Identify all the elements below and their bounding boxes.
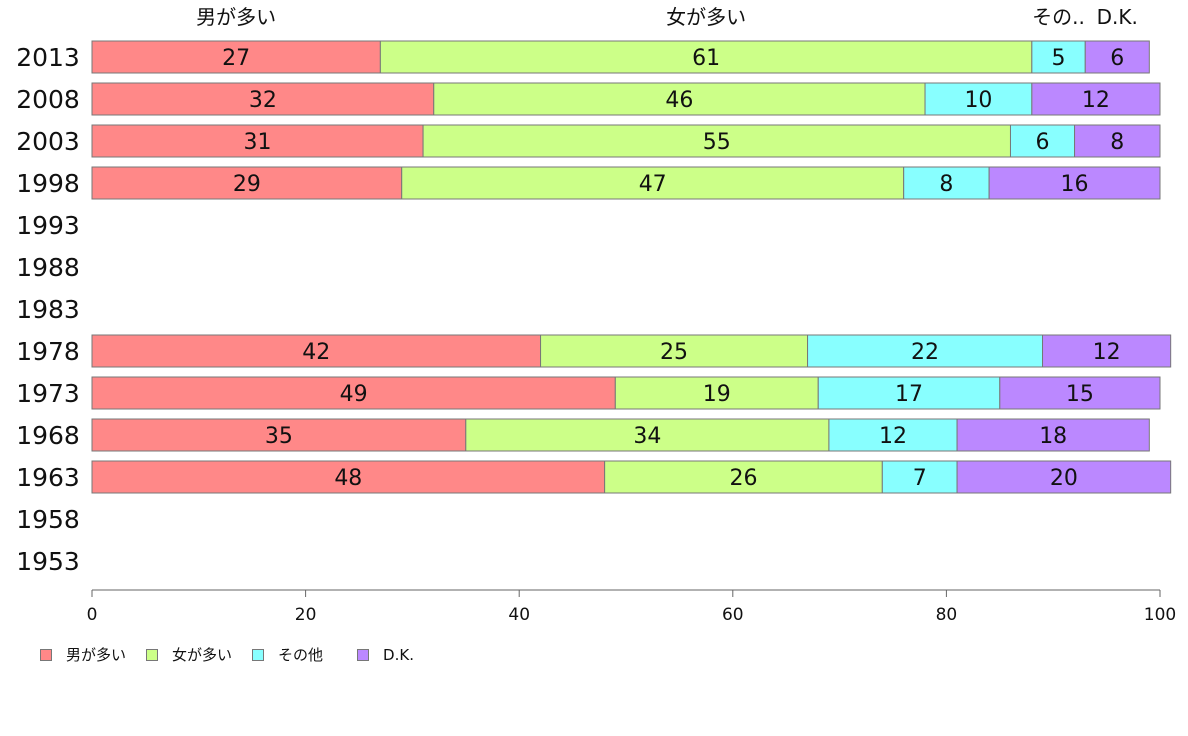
data-label: 42 (302, 340, 330, 365)
legend-item-dk: D.K. (357, 646, 414, 664)
bar-segment (91, 82, 435, 116)
data-label: 8 (939, 172, 953, 197)
legend-label: D.K. (383, 645, 414, 664)
data-label: 20 (1050, 466, 1078, 491)
bar-segment (401, 166, 905, 200)
y-tick-label: 1983 (16, 295, 80, 324)
y-tick-label: 1968 (16, 421, 80, 450)
data-label: 12 (1093, 340, 1121, 365)
data-label: 5 (1052, 46, 1066, 71)
bar-segment (91, 334, 542, 368)
bar-segment (540, 334, 809, 368)
bar-segment (379, 40, 1033, 74)
bar-segment (924, 82, 1033, 116)
x-tick-label: 100 (1144, 605, 1176, 625)
data-label: 47 (639, 172, 667, 197)
data-label: 46 (665, 88, 693, 113)
data-label: 6 (1036, 130, 1050, 155)
data-label: 12 (879, 424, 907, 449)
legend-swatch-women-more (146, 648, 159, 661)
data-label: 17 (895, 382, 923, 407)
legend-item-women-more: 女が多い (146, 644, 232, 665)
bar-segment (1031, 82, 1161, 116)
bar-segment (828, 418, 958, 452)
legend-swatch-other (252, 648, 265, 661)
bar-segment (433, 82, 926, 116)
y-tick-label: 1958 (16, 505, 80, 534)
data-label: 18 (1039, 424, 1067, 449)
bar-segment (999, 376, 1161, 410)
bar-segment (817, 376, 1001, 410)
y-tick-label: 2013 (16, 43, 80, 72)
legend: 男が多い 女が多い その他 D.K. (40, 644, 434, 665)
y-tick-label: 1963 (16, 463, 80, 492)
y-tick-label: 2008 (16, 85, 80, 114)
data-label: 27 (222, 46, 250, 71)
data-label: 7 (913, 466, 927, 491)
data-label: 34 (633, 424, 661, 449)
top-label: 男が多い (196, 5, 276, 29)
top-label: D.K. (1097, 5, 1138, 29)
y-tick-label: 2003 (16, 127, 80, 156)
x-tick-label: 20 (295, 605, 317, 625)
data-label: 26 (729, 466, 757, 491)
data-label: 25 (660, 340, 688, 365)
bar-segment (988, 166, 1161, 200)
bar-segment (1042, 334, 1172, 368)
y-tick-label: 1998 (16, 169, 80, 198)
bar-segment (91, 418, 467, 452)
data-label: 19 (703, 382, 731, 407)
bar-segment (91, 124, 424, 158)
bar-segment (956, 460, 1172, 494)
data-label: 8 (1110, 130, 1124, 155)
bar-segment (91, 40, 381, 74)
data-label: 10 (964, 88, 992, 113)
legend-label: 男が多い (66, 646, 127, 664)
x-tick-label: 40 (508, 605, 530, 625)
data-label: 16 (1061, 172, 1089, 197)
data-label: 55 (703, 130, 731, 155)
x-tick-label: 60 (722, 605, 744, 625)
x-tick-label: 0 (87, 605, 98, 625)
data-label: 35 (265, 424, 293, 449)
bar-segment (1074, 124, 1161, 158)
bar-segment (881, 460, 958, 494)
x-tick-label: 80 (936, 605, 958, 625)
legend-label: 女が多い (172, 646, 233, 664)
bar-segment (807, 334, 1044, 368)
bar-segment (614, 376, 819, 410)
legend-swatch-dk (357, 648, 370, 661)
data-label: 48 (334, 466, 362, 491)
data-label: 49 (340, 382, 368, 407)
bar-segment (956, 418, 1150, 452)
bar-segment (91, 460, 606, 494)
y-tick-label: 1993 (16, 211, 80, 240)
data-label: 32 (249, 88, 277, 113)
bar-segment (91, 376, 616, 410)
data-label: 15 (1066, 382, 1094, 407)
top-label: 女が多い (666, 5, 746, 29)
y-tick-label: 1953 (16, 547, 80, 576)
data-label: 29 (233, 172, 261, 197)
top-label: その.. (1032, 5, 1085, 29)
data-label: 61 (692, 46, 720, 71)
y-tick-label: 1978 (16, 337, 80, 366)
bar-segment (422, 124, 1011, 158)
data-label: 31 (244, 130, 272, 155)
y-tick-label: 1973 (16, 379, 80, 408)
bar-segment (1031, 40, 1086, 74)
legend-item-men-more: 男が多い (40, 644, 126, 665)
data-label: 6 (1110, 46, 1124, 71)
legend-swatch-men-more (40, 648, 52, 661)
bar-segment (91, 166, 403, 200)
bar-segment (1084, 40, 1150, 74)
legend-item-other: その他 (252, 644, 323, 665)
data-label: 12 (1082, 88, 1110, 113)
data-label: 22 (911, 340, 939, 365)
y-tick-label: 1988 (16, 253, 80, 282)
legend-label: その他 (278, 646, 324, 664)
